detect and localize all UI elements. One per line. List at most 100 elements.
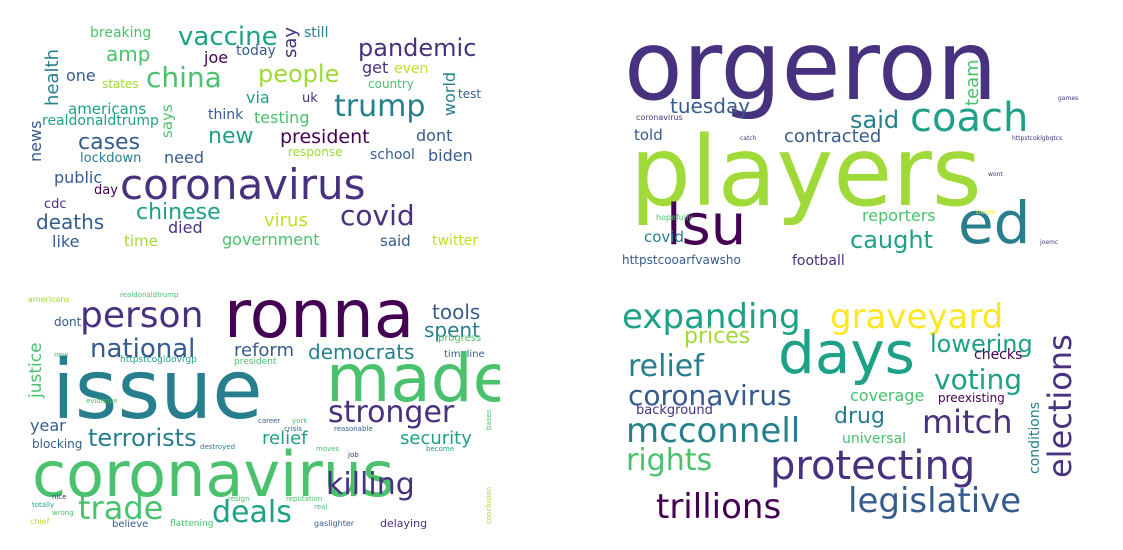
word: spent: [424, 318, 480, 342]
word: trade: [78, 489, 164, 527]
word: response: [288, 145, 343, 159]
word: country: [368, 77, 414, 91]
word: moves: [316, 445, 340, 453]
word: trump: [334, 89, 426, 124]
word: says: [158, 104, 176, 138]
word: covid: [644, 228, 684, 246]
word-cloud-2: orgeron team tuesday coach said coronavi…: [618, 22, 1090, 270]
word: health: [42, 49, 63, 106]
word: preexisting: [938, 391, 1005, 405]
word: said: [380, 232, 411, 250]
word: like: [52, 232, 80, 251]
word: americans: [28, 295, 70, 304]
word: checks: [974, 347, 1023, 363]
word: crisis: [284, 425, 302, 433]
word: via: [246, 88, 270, 107]
word: government: [222, 230, 320, 249]
word: coronavirus: [120, 160, 366, 209]
word: rights: [626, 443, 713, 478]
word: players: [630, 116, 982, 228]
word: background: [636, 403, 713, 418]
word: told: [634, 126, 663, 144]
word: vaccine: [178, 22, 278, 52]
word: httpstcooarfvawsho: [622, 253, 741, 267]
word: gaslighter: [314, 519, 355, 528]
word: tools: [432, 300, 481, 324]
word: blocking: [32, 437, 83, 451]
word: reasonable: [334, 425, 373, 433]
word: wrong: [52, 509, 74, 517]
word: time: [124, 232, 158, 250]
word: testing: [254, 108, 310, 127]
word: test: [458, 87, 482, 101]
word: elections: [1041, 334, 1079, 478]
word: flattening: [170, 519, 214, 529]
word: relief: [262, 428, 308, 449]
word: career: [258, 417, 281, 425]
word: contracted: [784, 126, 882, 147]
word-cloud-3: americans realdonaldtrump person ronna t…: [28, 288, 500, 534]
word: terrorists: [88, 424, 197, 452]
word: games: [1058, 95, 1079, 102]
word: died: [168, 218, 203, 237]
word: day: [94, 183, 118, 198]
word: news: [28, 120, 45, 162]
word: reform: [234, 340, 295, 361]
word: reputation: [286, 495, 323, 503]
word: need: [164, 148, 204, 167]
word: lowering: [930, 330, 1033, 358]
word: legislative: [848, 481, 1022, 521]
word: expanding: [622, 297, 801, 337]
word: today: [236, 43, 276, 59]
word: prices: [684, 324, 751, 349]
word: coronavirus: [32, 438, 395, 511]
word: caught: [850, 226, 933, 254]
word: universal: [842, 431, 907, 447]
word: states: [102, 77, 139, 91]
word: biden: [428, 146, 473, 165]
word: coronavirus: [636, 113, 683, 122]
word: progress: [438, 333, 482, 344]
word: timeline: [444, 349, 485, 360]
word: school: [370, 147, 415, 163]
word: realdonaldtrump: [42, 113, 159, 129]
word: say: [280, 26, 301, 58]
word: deals: [212, 495, 292, 530]
word: coverage: [850, 386, 925, 405]
word: think: [208, 107, 244, 123]
word: pandemic: [358, 34, 477, 62]
word: security: [400, 428, 472, 449]
word: cdc: [44, 197, 67, 212]
word-cloud-1: breaking vaccine say still amp joe today…: [28, 22, 500, 262]
word: one: [66, 66, 96, 85]
word: httpstcoklgbqtcs: [1012, 135, 1063, 142]
word: wont: [988, 171, 1003, 178]
word: virus: [264, 210, 308, 231]
word: china: [146, 61, 222, 94]
word: year: [30, 416, 66, 435]
word: resign: [228, 495, 250, 503]
word: destroyed: [200, 443, 236, 451]
word: ronna: [224, 288, 415, 353]
word: evidence: [86, 397, 118, 405]
word: president: [234, 357, 277, 367]
word: new: [208, 124, 254, 149]
word: delaying: [380, 517, 428, 530]
word: national: [90, 334, 196, 364]
word: hopefully: [656, 213, 694, 222]
word: mcconnell: [626, 411, 801, 451]
word: trillions: [656, 487, 782, 527]
word: voting: [934, 363, 1022, 396]
word: president: [280, 126, 370, 148]
word: democrats: [308, 340, 415, 364]
word: orgeron: [624, 22, 998, 122]
word: covid: [340, 199, 415, 232]
word: amp: [106, 42, 151, 66]
word: issue: [52, 343, 263, 438]
word: deaths: [36, 210, 105, 234]
word: even: [394, 61, 429, 77]
word: stronger: [328, 395, 455, 430]
word: believe: [112, 519, 149, 530]
word: uk: [302, 91, 318, 106]
word: world: [440, 71, 459, 116]
